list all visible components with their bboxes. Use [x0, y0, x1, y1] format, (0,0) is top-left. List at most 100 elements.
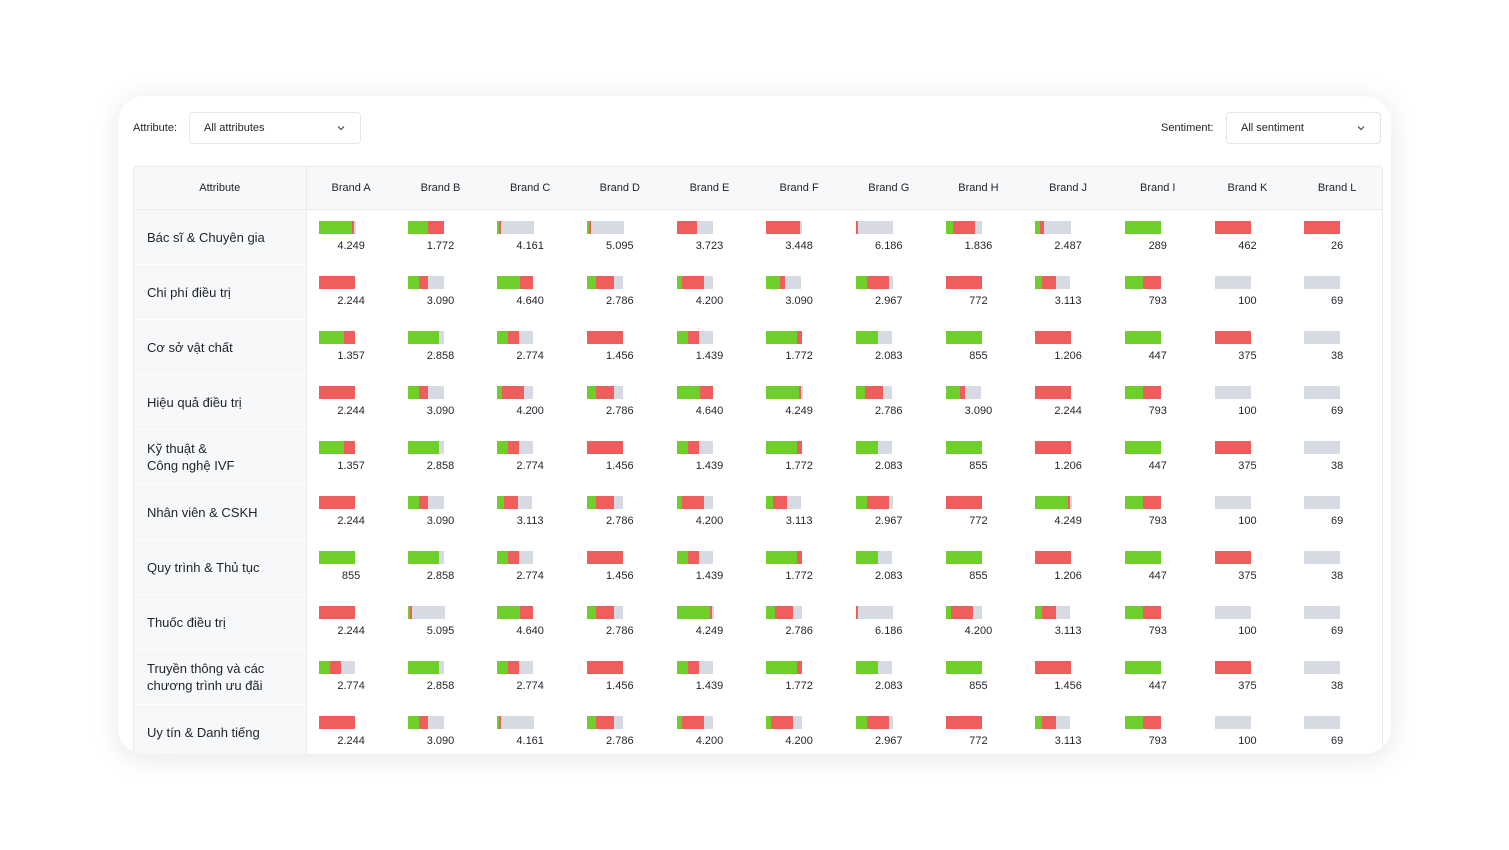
- sentiment-cell[interactable]: 3.113: [754, 485, 844, 540]
- sentiment-cell[interactable]: 38: [1292, 650, 1382, 705]
- sentiment-cell[interactable]: 855: [306, 540, 396, 595]
- sentiment-cell[interactable]: 2.244: [306, 265, 396, 320]
- sentiment-cell[interactable]: 3.090: [396, 485, 486, 540]
- sentiment-cell[interactable]: 1.439: [665, 650, 755, 705]
- sentiment-cell[interactable]: 447: [1113, 320, 1203, 375]
- sentiment-cell[interactable]: 69: [1292, 375, 1382, 430]
- sentiment-cell[interactable]: 100: [1203, 485, 1293, 540]
- sentiment-cell[interactable]: 447: [1113, 540, 1203, 595]
- sentiment-cell[interactable]: 4.161: [485, 705, 575, 755]
- sentiment-cell[interactable]: 38: [1292, 320, 1382, 375]
- sentiment-cell[interactable]: 2.083: [844, 320, 934, 375]
- sentiment-cell[interactable]: 289: [1113, 210, 1203, 265]
- sentiment-cell[interactable]: 69: [1292, 595, 1382, 650]
- sentiment-cell[interactable]: 2.244: [306, 705, 396, 755]
- sentiment-cell[interactable]: 4.640: [485, 265, 575, 320]
- sentiment-cell[interactable]: 855: [934, 650, 1024, 705]
- sentiment-cell[interactable]: 4.249: [754, 375, 844, 430]
- sentiment-cell[interactable]: 2.083: [844, 650, 934, 705]
- sentiment-cell[interactable]: 462: [1203, 210, 1293, 265]
- sentiment-cell[interactable]: 2.083: [844, 430, 934, 485]
- sentiment-cell[interactable]: 1.456: [575, 320, 665, 375]
- sentiment-cell[interactable]: 772: [934, 485, 1024, 540]
- sentiment-cell[interactable]: 1.206: [1023, 430, 1113, 485]
- sentiment-cell[interactable]: 1.772: [754, 320, 844, 375]
- sentiment-cell[interactable]: 69: [1292, 705, 1382, 755]
- sentiment-cell[interactable]: 793: [1113, 595, 1203, 650]
- sentiment-cell[interactable]: 4.249: [306, 210, 396, 265]
- sentiment-cell[interactable]: 6.186: [844, 595, 934, 650]
- sentiment-cell[interactable]: 3.113: [1023, 595, 1113, 650]
- attribute-select[interactable]: All attributes: [189, 112, 361, 144]
- sentiment-cell[interactable]: 793: [1113, 265, 1203, 320]
- sentiment-cell[interactable]: 2.774: [485, 430, 575, 485]
- sentiment-cell[interactable]: 375: [1203, 540, 1293, 595]
- sentiment-cell[interactable]: 38: [1292, 430, 1382, 485]
- sentiment-cell[interactable]: 3.090: [396, 375, 486, 430]
- sentiment-cell[interactable]: 1.357: [306, 320, 396, 375]
- sentiment-cell[interactable]: 1.439: [665, 430, 755, 485]
- sentiment-cell[interactable]: 772: [934, 705, 1024, 755]
- sentiment-cell[interactable]: 375: [1203, 320, 1293, 375]
- sentiment-cell[interactable]: 1.836: [934, 210, 1024, 265]
- sentiment-cell[interactable]: 2.786: [754, 595, 844, 650]
- sentiment-cell[interactable]: 3.113: [1023, 705, 1113, 755]
- sentiment-cell[interactable]: 375: [1203, 430, 1293, 485]
- sentiment-cell[interactable]: 1.439: [665, 540, 755, 595]
- sentiment-cell[interactable]: 4.200: [485, 375, 575, 430]
- sentiment-cell[interactable]: 855: [934, 430, 1024, 485]
- sentiment-cell[interactable]: 2.774: [485, 650, 575, 705]
- sentiment-cell[interactable]: 1.456: [575, 540, 665, 595]
- sentiment-cell[interactable]: 2.967: [844, 485, 934, 540]
- sentiment-cell[interactable]: 2.786: [575, 705, 665, 755]
- sentiment-cell[interactable]: 1.772: [754, 430, 844, 485]
- sentiment-cell[interactable]: 2.858: [396, 540, 486, 595]
- sentiment-cell[interactable]: 3.113: [1023, 265, 1113, 320]
- sentiment-cell[interactable]: 793: [1113, 705, 1203, 755]
- sentiment-cell[interactable]: 2.786: [844, 375, 934, 430]
- sentiment-cell[interactable]: 855: [934, 540, 1024, 595]
- sentiment-cell[interactable]: 3.090: [396, 265, 486, 320]
- sentiment-cell[interactable]: 3.113: [485, 485, 575, 540]
- sentiment-cell[interactable]: 2.774: [306, 650, 396, 705]
- sentiment-cell[interactable]: 855: [934, 320, 1024, 375]
- sentiment-cell[interactable]: 1.206: [1023, 320, 1113, 375]
- sentiment-cell[interactable]: 69: [1292, 265, 1382, 320]
- sentiment-cell[interactable]: 793: [1113, 375, 1203, 430]
- sentiment-cell[interactable]: 6.186: [844, 210, 934, 265]
- sentiment-cell[interactable]: 2.083: [844, 540, 934, 595]
- sentiment-cell[interactable]: 2.786: [575, 485, 665, 540]
- sentiment-cell[interactable]: 4.200: [754, 705, 844, 755]
- sentiment-cell[interactable]: 793: [1113, 485, 1203, 540]
- sentiment-cell[interactable]: 1.357: [306, 430, 396, 485]
- sentiment-cell[interactable]: 375: [1203, 650, 1293, 705]
- sentiment-cell[interactable]: 1.206: [1023, 540, 1113, 595]
- sentiment-cell[interactable]: 69: [1292, 485, 1382, 540]
- sentiment-cell[interactable]: 1.772: [754, 540, 844, 595]
- sentiment-cell[interactable]: 2.786: [575, 265, 665, 320]
- sentiment-cell[interactable]: 4.200: [665, 265, 755, 320]
- sentiment-cell[interactable]: 5.095: [396, 595, 486, 650]
- sentiment-cell[interactable]: 4.249: [665, 595, 755, 650]
- sentiment-cell[interactable]: 1.456: [575, 430, 665, 485]
- sentiment-cell[interactable]: 3.723: [665, 210, 755, 265]
- sentiment-cell[interactable]: 2.967: [844, 705, 934, 755]
- sentiment-cell[interactable]: 1.456: [575, 650, 665, 705]
- sentiment-cell[interactable]: 100: [1203, 375, 1293, 430]
- sentiment-cell[interactable]: 2.774: [485, 540, 575, 595]
- sentiment-cell[interactable]: 1.772: [396, 210, 486, 265]
- sentiment-cell[interactable]: 26: [1292, 210, 1382, 265]
- sentiment-cell[interactable]: 100: [1203, 705, 1293, 755]
- sentiment-cell[interactable]: 2.244: [306, 595, 396, 650]
- sentiment-cell[interactable]: 1.772: [754, 650, 844, 705]
- sentiment-cell[interactable]: 4.200: [934, 595, 1024, 650]
- sentiment-cell[interactable]: 4.640: [665, 375, 755, 430]
- sentiment-cell[interactable]: 2.244: [306, 375, 396, 430]
- sentiment-cell[interactable]: 2.487: [1023, 210, 1113, 265]
- sentiment-cell[interactable]: 2.244: [306, 485, 396, 540]
- sentiment-cell[interactable]: 38: [1292, 540, 1382, 595]
- sentiment-cell[interactable]: 4.200: [665, 485, 755, 540]
- sentiment-cell[interactable]: 2.967: [844, 265, 934, 320]
- sentiment-cell[interactable]: 2.858: [396, 320, 486, 375]
- sentiment-cell[interactable]: 3.090: [934, 375, 1024, 430]
